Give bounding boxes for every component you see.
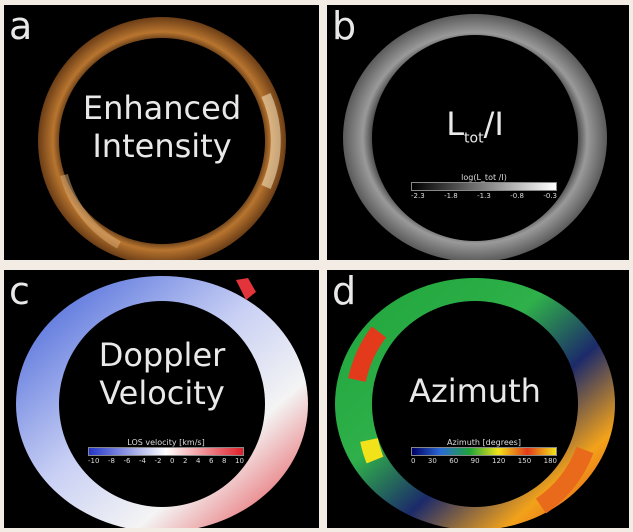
colorbar-c-label: LOS velocity [km/s] — [88, 438, 244, 447]
tick: 0 — [411, 457, 415, 465]
tick: -8 — [108, 457, 115, 465]
tick: -10 — [88, 457, 99, 465]
tick: 180 — [544, 457, 557, 465]
panel-letter-a: a — [9, 7, 32, 45]
tick: 8 — [222, 457, 226, 465]
tick: -2 — [155, 457, 162, 465]
panel-b-linear-polarization: b Ltot/I log(L_tot /I) -2.3 -1.8 -1.3 -0… — [327, 5, 629, 260]
colorbar-c-ticks: -10 -8 -6 -4 -2 0 2 4 6 8 10 — [88, 457, 244, 465]
panel-a-enhanced-intensity: a Enhanced Intensity — [4, 5, 319, 260]
colorbar-c: LOS velocity [km/s] -10 -8 -6 -4 -2 0 2 … — [88, 438, 244, 465]
title-line-2: Intensity — [62, 127, 262, 165]
panel-a-title: Enhanced Intensity — [62, 89, 262, 165]
colorbar-b: log(L_tot /I) -2.3 -1.8 -1.3 -0.8 -0.3 — [411, 173, 557, 200]
colorbar-b-gradient — [411, 182, 557, 191]
tick: -4 — [139, 457, 146, 465]
title-tail: /I — [484, 105, 504, 143]
tick: 4 — [196, 457, 200, 465]
colorbar-b-ticks: -2.3 -1.8 -1.3 -0.8 -0.3 — [411, 192, 557, 200]
panel-c-doppler-velocity: c Doppler Velocity LOS velocity [km/s] -… — [4, 270, 319, 528]
tick: 30 — [428, 457, 437, 465]
tick: -1.3 — [477, 192, 491, 200]
tick: 6 — [209, 457, 213, 465]
colorbar-c-gradient — [88, 447, 244, 456]
title-subscript: tot — [464, 130, 484, 146]
tick: -2.3 — [411, 192, 425, 200]
title-line-1: Doppler — [62, 336, 262, 374]
tick: 0 — [170, 457, 174, 465]
tick: -0.3 — [543, 192, 557, 200]
colorbar-d-gradient — [411, 447, 557, 456]
panel-letter-b: b — [332, 7, 356, 45]
title-line-2: Velocity — [62, 374, 262, 412]
tick: 90 — [471, 457, 480, 465]
title-line-1: Azimuth — [375, 372, 575, 410]
panel-c-title: Doppler Velocity — [62, 336, 262, 412]
tick: 120 — [492, 457, 505, 465]
colorbar-d-label: Azimuth [degrees] — [411, 438, 557, 447]
tick: 10 — [235, 457, 244, 465]
panel-d-title: Azimuth — [375, 372, 575, 410]
title-line-1: Enhanced — [62, 89, 262, 127]
panel-b-title: Ltot/I — [435, 105, 515, 157]
tick: 2 — [183, 457, 187, 465]
tick: -0.8 — [510, 192, 524, 200]
tick: 60 — [449, 457, 458, 465]
tick: 150 — [518, 457, 531, 465]
panel-letter-c: c — [9, 272, 30, 310]
colorbar-d: Azimuth [degrees] 0 30 60 90 120 150 180 — [411, 438, 557, 465]
colorbar-d-ticks: 0 30 60 90 120 150 180 — [411, 457, 557, 465]
panel-d-azimuth: d Azimuth Azimuth [degrees] 0 30 60 90 1… — [327, 270, 629, 528]
title-main: L — [446, 105, 464, 143]
colorbar-b-label: log(L_tot /I) — [411, 173, 557, 182]
panel-letter-d: d — [332, 272, 356, 310]
tick: -1.8 — [444, 192, 458, 200]
tick: -6 — [123, 457, 130, 465]
